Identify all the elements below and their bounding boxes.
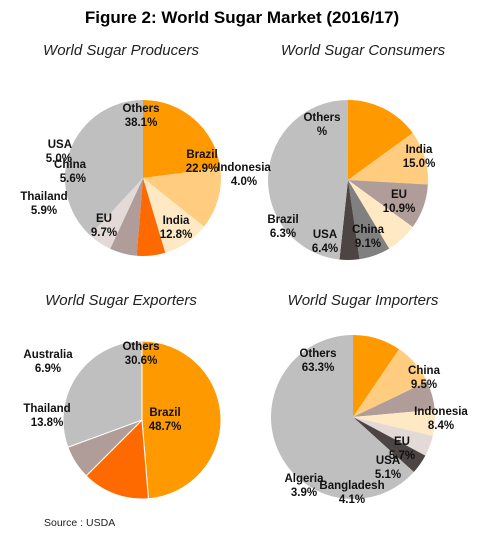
slice-label-indonesia: Indonesia 8.4% [414, 406, 468, 432]
pie-chart-exporters: World Sugar Exporters Brazil 48.7% Thailan… [0, 292, 242, 542]
pie-slice-eu [353, 381, 435, 417]
pie-svg-exporters: Brazil 48.7% Thailand 13.8% Australia 6.9% Oth… [23, 340, 222, 500]
slice-label-usa: USA 5.0% [46, 139, 72, 165]
slice-label-china: China 9.5% [408, 365, 441, 391]
slice-label-others: Others 30.6% [122, 341, 159, 367]
pie-slice-usa [353, 409, 435, 436]
pie-slice-usa [348, 180, 413, 249]
slice-label-india: India 12.8% [160, 215, 193, 241]
slice-label-china: China 5.6% [54, 159, 87, 185]
slice-label-indonesia: Indonesia 4.0% [217, 162, 271, 188]
pie-slice-indonesia [353, 349, 427, 417]
pie-slice-china [110, 178, 143, 256]
pie-chart-consumers: World Sugar Consumers India 15.0% EU 10.9% C… [217, 42, 484, 292]
pie-slice-india [143, 167, 221, 227]
pie-slice-others [267, 100, 348, 260]
pie-slice-eu [143, 178, 205, 253]
source-note: Source : USDA [44, 517, 116, 529]
slice-label-usa: USA 6.4% [312, 229, 338, 255]
pie-slice-others [64, 100, 143, 236]
pie-slice-eu [348, 132, 428, 185]
pie-slice-others [62, 340, 143, 448]
pie-slice-india [348, 100, 413, 180]
slice-label-india: India 15.0% [403, 144, 436, 170]
slice-label-brazil: Brazil 6.3% [267, 214, 298, 240]
slice-label-thailand: Thailand 13.8% [23, 403, 70, 429]
pie-slice-china [353, 335, 400, 417]
pie-slice-indonesia [339, 180, 360, 260]
pie-slice-algeria [353, 417, 426, 472]
chart-title: World Sugar Producers [43, 42, 199, 59]
chart-title: World Sugar Exporters [45, 292, 197, 309]
slice-label-others: Others 63.3% [299, 348, 336, 374]
slice-label-brazil: Brazil 48.7% [149, 407, 182, 433]
slice-label-usa: USA 5.1% [375, 455, 401, 481]
pie-slice-thailand [136, 178, 166, 256]
pie-slice-bangladesh [353, 417, 433, 456]
slice-label-eu: EU 10.9% [383, 189, 416, 215]
pie-chart-importers: World Sugar Importers China 9.5% Indonesia… [242, 292, 484, 542]
chart-title: World Sugar Importers [287, 292, 439, 309]
pie-slice-brazil [141, 340, 222, 500]
slice-label-eu: EU 5.7% [389, 436, 415, 462]
slice-label-algeria: Algeria 3.9% [285, 473, 325, 499]
slice-label-others: Others 38.1% [122, 103, 159, 129]
pie-svg-producers: Brazil 22.9% India 12.8% EU 9.7% Thailand 5.9% C… [20, 100, 221, 256]
pie-slice-china [348, 180, 428, 228]
slice-label-brazil: Brazil 22.9% [186, 149, 219, 175]
figure-title: Figure 2: World Sugar Market (2016/17) [84, 8, 400, 27]
pie-slice-brazil [348, 180, 390, 260]
pie-chart-producers: World Sugar Producers Brazil 22.9% India 12… [0, 42, 242, 292]
slice-label-others: Others% [303, 112, 340, 138]
slice-label-thailand: Thailand 5.9% [20, 191, 67, 217]
pie-slice-others [271, 335, 414, 499]
pie-slice-thailand [85, 418, 149, 500]
slice-label-eu: EU 9.7% [91, 213, 117, 239]
slice-label-bangladesh: Bangladesh 4.1% [319, 480, 384, 506]
pie-svg-consumers: India 15.0% EU 10.9% China 9.1% USA 6.4% Brazil 6… [217, 100, 436, 260]
pie-slice-usa [89, 178, 143, 249]
pie-slice-brazil [143, 100, 221, 178]
chart-title: World Sugar Consumers [280, 42, 446, 59]
pie-svg-importers: China 9.5% Indonesia 8.4% EU 5.7%USA 5.1%Bangl… [271, 335, 468, 506]
slice-label-australia: Australia 6.9% [23, 349, 73, 375]
slice-label-china: China 9.1% [352, 224, 385, 250]
